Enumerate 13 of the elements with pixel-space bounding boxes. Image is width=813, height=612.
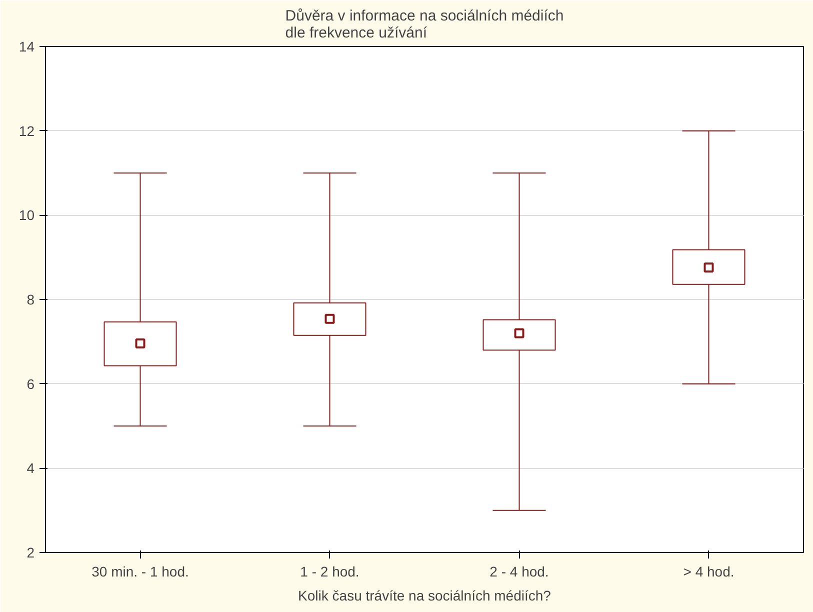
y-tick-label: 14 [18, 38, 35, 54]
y-tick-label: 10 [18, 207, 35, 224]
y-tick-label: 6 [26, 376, 35, 392]
y-tick-label: 8 [26, 292, 35, 308]
y-tick-label: 12 [18, 122, 35, 139]
x-tick-label: 1 - 2 hod. [300, 564, 360, 580]
y-tick-label: 4 [26, 460, 35, 476]
x-axis-title: Kolik času trávíte na sociálních médiích? [298, 588, 552, 604]
x-tick-label: 2 - 4 hod. [490, 564, 549, 580]
chart-title: Důvěra v informace na sociálních médiích dle frekvence užívání [285, 8, 564, 42]
y-tick-label: 2 [26, 544, 35, 560]
x-tick-label: 30 min. - 1 hod. [92, 564, 189, 580]
x-tick-label: > 4 hod. [683, 564, 734, 580]
